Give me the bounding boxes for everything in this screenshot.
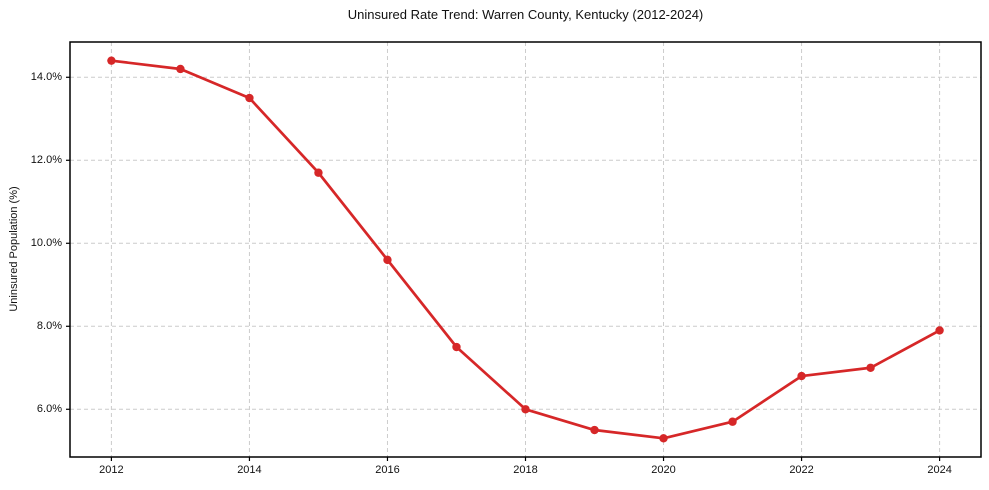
data-point-marker-2016 bbox=[383, 255, 392, 265]
data-point-marker-2020 bbox=[659, 434, 668, 443]
x-tick-label: 2024 bbox=[927, 464, 951, 476]
data-point-marker-2014 bbox=[245, 93, 254, 103]
y-tick-label: 10.0% bbox=[31, 237, 62, 249]
data-point-marker-2012 bbox=[107, 56, 116, 65]
data-point-marker-2019 bbox=[590, 425, 599, 435]
x-tick-label: 2014 bbox=[237, 464, 261, 476]
y-tick-label: 14.0% bbox=[31, 71, 62, 83]
y-tick-label: 12.0% bbox=[31, 154, 62, 166]
x-tick-label: 2018 bbox=[513, 464, 537, 476]
x-tick-label: 2016 bbox=[375, 464, 399, 476]
data-point-marker-2021 bbox=[728, 417, 737, 426]
data-point-marker-2022 bbox=[797, 371, 806, 381]
x-tick-label: 2020 bbox=[651, 464, 675, 476]
x-tick-label: 2012 bbox=[99, 464, 123, 476]
data-point-marker-2018 bbox=[521, 405, 530, 414]
chart-title: Uninsured Rate Trend: Warren County, Ken… bbox=[347, 7, 704, 22]
data-point-marker-2013 bbox=[176, 64, 185, 74]
data-point-marker-2023 bbox=[866, 363, 875, 372]
data-point-marker-2024 bbox=[935, 326, 944, 335]
data-point-marker-2017 bbox=[452, 342, 461, 352]
y-tick-label: 6.0% bbox=[37, 403, 62, 415]
data-point-marker-2015 bbox=[314, 168, 323, 177]
y-tick-label: 8.0% bbox=[37, 320, 62, 332]
x-tick-label: 2022 bbox=[789, 464, 813, 476]
